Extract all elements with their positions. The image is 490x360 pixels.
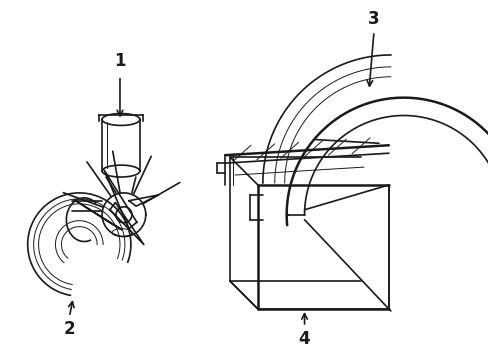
Text: 1: 1 [114, 52, 126, 70]
Text: 2: 2 [64, 320, 75, 338]
Text: 3: 3 [368, 10, 380, 28]
Text: 4: 4 [299, 330, 310, 348]
